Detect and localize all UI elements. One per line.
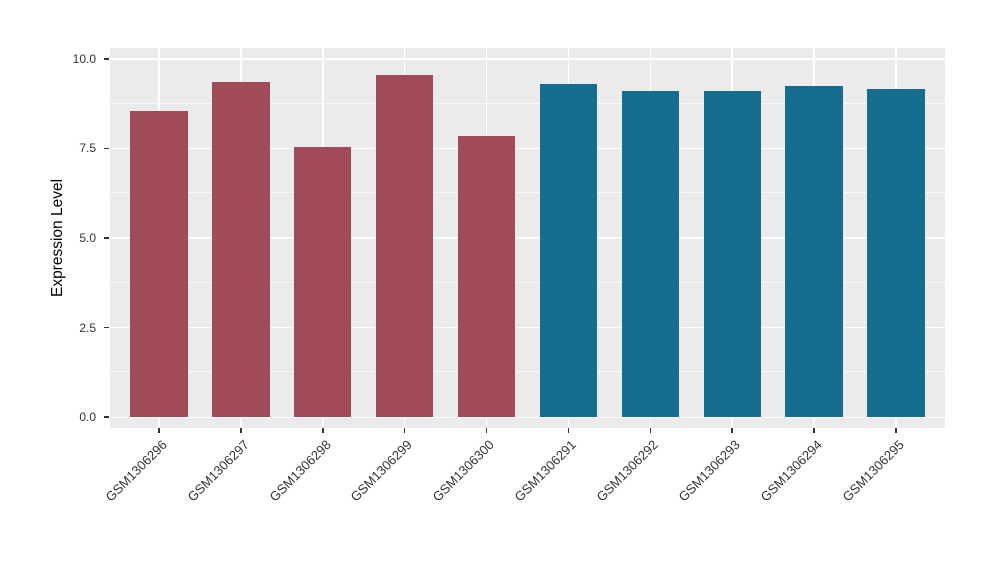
y-tick-mark <box>104 326 109 329</box>
y-tick-mark <box>104 416 109 418</box>
gridline-major-y <box>110 237 945 239</box>
gridline-major-y <box>110 416 945 418</box>
x-tick-mark <box>649 428 652 433</box>
x-tick-label-GSM1306296: GSM1306296 <box>102 437 170 505</box>
y-axis-tick-labels: 0.0 2.5 5.0 7.5 10.0 <box>0 48 100 428</box>
bar-GSM1306292 <box>621 91 679 418</box>
x-tick-label-GSM1306297: GSM1306297 <box>184 437 252 505</box>
gridline-major-y <box>110 58 945 60</box>
bar-GSM1306298 <box>294 146 352 418</box>
x-tick-mark <box>322 428 324 433</box>
x-tick-mark <box>895 428 897 433</box>
bar-GSM1306293 <box>703 91 761 418</box>
y-tick-mark <box>104 147 109 150</box>
x-tick-mark <box>485 428 488 433</box>
gridline-major-y <box>110 147 945 150</box>
bar-GSM1306297 <box>212 82 270 418</box>
x-tick-label-GSM1306300: GSM1306300 <box>429 437 498 505</box>
x-tick-label-GSM1306295: GSM1306295 <box>839 437 907 505</box>
bar-GSM1306296 <box>130 110 188 418</box>
y-tick-label: 5.0 <box>79 231 96 245</box>
plot-panel <box>110 48 945 428</box>
x-tick-mark <box>403 428 406 433</box>
x-tick-mark <box>731 428 733 433</box>
y-tick-mark <box>104 58 109 60</box>
gridline-minor-y <box>110 371 945 373</box>
y-tick-label: 0.0 <box>79 410 96 425</box>
x-tick-mark <box>240 428 242 433</box>
gridline-minor-y <box>110 281 945 283</box>
y-tick-label: 10.0 <box>72 51 96 66</box>
bar-GSM1306300 <box>457 135 516 418</box>
gridline-minor-y <box>110 102 945 104</box>
x-tick-label-GSM1306293: GSM1306293 <box>675 437 743 505</box>
y-tick-label: 2.5 <box>79 320 96 335</box>
x-tick-label-GSM1306299: GSM1306299 <box>347 437 416 505</box>
bar-GSM1306291 <box>539 83 598 418</box>
x-tick-label-GSM1306294: GSM1306294 <box>757 437 825 505</box>
x-tick-mark <box>567 428 570 433</box>
bar-GSM1306299 <box>376 74 434 418</box>
x-tick-mark <box>158 428 160 433</box>
x-tick-label-GSM1306298: GSM1306298 <box>266 437 334 505</box>
bar-GSM1306295 <box>867 89 925 418</box>
gridline-minor-y <box>110 192 945 194</box>
y-tick-label: 7.5 <box>79 141 96 156</box>
x-tick-label-GSM1306292: GSM1306292 <box>593 437 661 505</box>
x-tick-label-GSM1306291: GSM1306291 <box>511 437 580 505</box>
gridline-major-y <box>110 326 945 329</box>
x-tick-mark <box>813 428 815 433</box>
y-tick-mark <box>104 237 109 239</box>
bar-GSM1306294 <box>785 85 843 418</box>
